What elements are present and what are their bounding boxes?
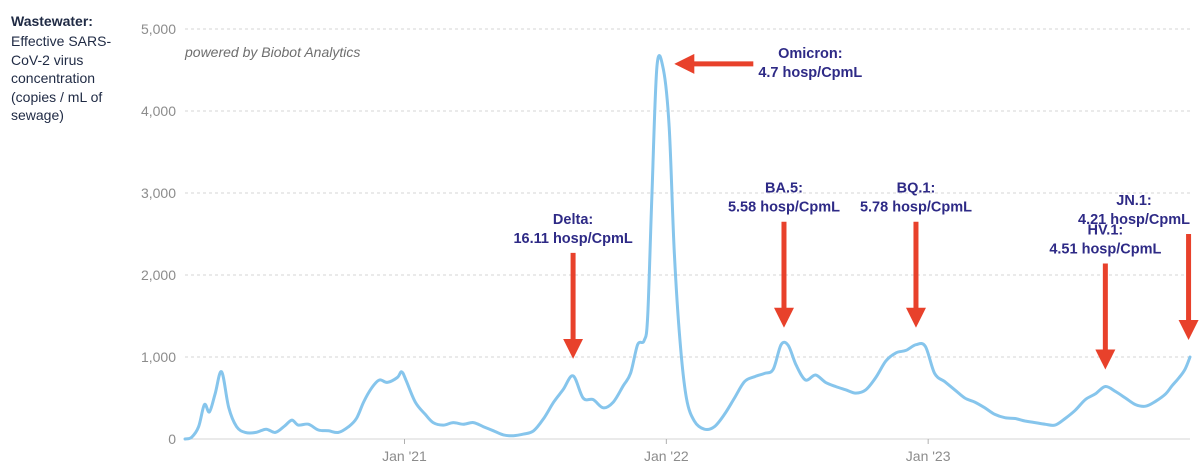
annotation-label: JN.1: [1116,193,1151,209]
y-axis-subtitle: Effective SARS-CoV-2 virus concentration… [11,33,112,123]
y-tick-label: 5,000 [141,21,176,37]
annotation: Delta: 16.11 hosp/CpmL [513,212,633,359]
annotation-label: BA.5: [765,181,803,197]
annotation-label: BQ.1: [897,181,936,197]
x-tick-label: Jan '23 [906,448,951,464]
annotation: Omicron: 4.7 hosp/CpmL [674,46,862,81]
annotation-label: 4.7 hosp/CpmL [758,65,862,81]
annotation: JN.1: 4.21 hosp/CpmL [1078,193,1199,340]
y-tick-label: 0 [168,431,176,447]
series-layer [183,53,1192,441]
annotation-label: Omicron: [778,46,842,62]
annotation-label: 16.11 hosp/CpmL [513,231,632,247]
y-tick-label: 4,000 [141,103,176,119]
annotation-label: 5.78 hosp/CpmL [860,200,972,216]
y-tick-label: 1,000 [141,349,176,365]
annotation: BQ.1: 5.78 hosp/CpmL [860,181,972,328]
x-tick-labels: Jan '21 Jan '22 Jan '23 [382,439,951,464]
gridlines [185,28,1190,440]
annotation-label: 4.21 hosp/CpmL [1078,212,1190,228]
credit-text: powered by Biobot Analytics [185,44,361,60]
y-tick-labels: 0 1,000 2,000 3,000 4,000 5,000 [141,21,176,447]
series-line [183,53,1192,441]
annotation-label: 4.51 hosp/CpmL [1049,242,1161,258]
annotation: HV.1: 4.51 hosp/CpmL [1049,223,1161,370]
annotation-label: Delta: [553,212,593,228]
annotation-label: HV.1: [1087,223,1123,239]
y-tick-label: 3,000 [141,185,176,201]
y-axis-title: Wastewater: [11,13,93,29]
x-tick-label: Jan '21 [382,448,427,464]
x-tick-label: Jan '22 [644,448,689,464]
annotation: BA.5: 5.58 hosp/CpmL [728,181,840,328]
y-tick-label: 2,000 [141,267,176,283]
annotations: Delta: 16.11 hosp/CpmL Omicron: 4.7 hosp/Cp… [513,46,1199,370]
annotation-label: 5.58 hosp/CpmL [728,200,840,216]
